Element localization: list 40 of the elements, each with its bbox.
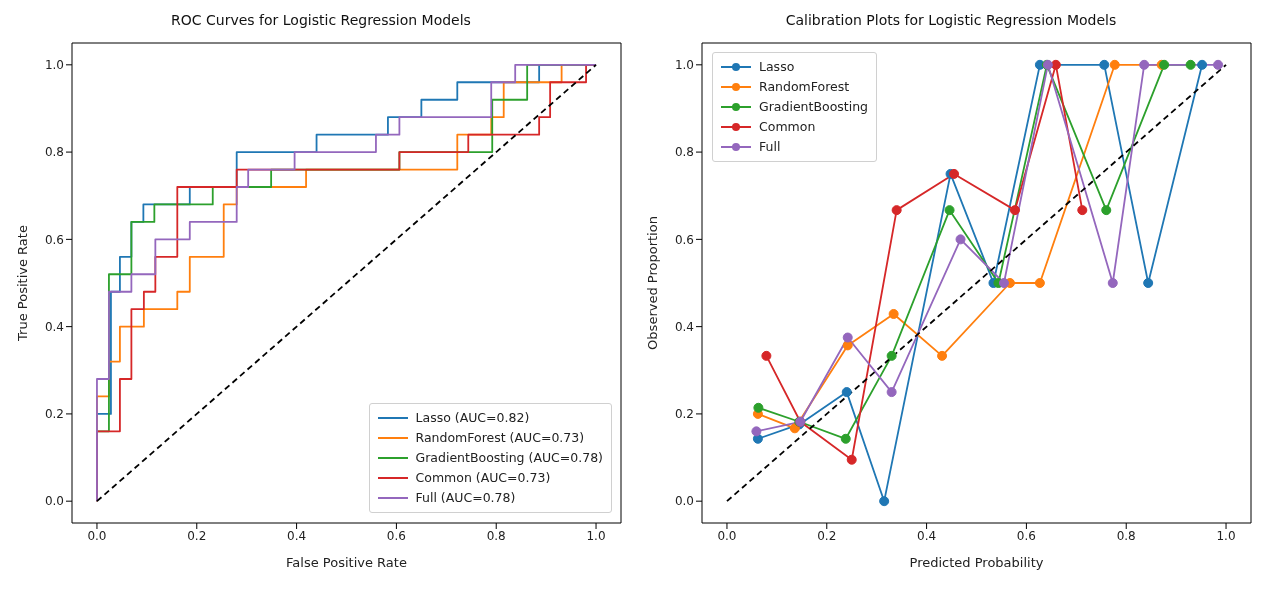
- y-tick-label: 0.8: [44, 145, 64, 160]
- y-tick-label: 0.4: [44, 319, 64, 334]
- x-tick-label: 0.8: [486, 528, 506, 543]
- legend-label: Lasso (AUC=0.82): [415, 409, 530, 427]
- x-tick-label: 0.8: [1116, 528, 1136, 543]
- y-tick-label: 0.6: [674, 232, 694, 247]
- y-tick-label: 0.6: [44, 232, 64, 247]
- legend-label: RandomForest: [759, 78, 850, 96]
- x-tick-label: 0.2: [817, 528, 837, 543]
- y-tick-label: 0.0: [674, 494, 694, 509]
- legend-label: GradientBoosting: [759, 98, 869, 116]
- legend-label: Lasso: [759, 58, 795, 76]
- x-tick-label: 0.6: [386, 528, 406, 543]
- y-tick-label: 1.0: [674, 58, 694, 73]
- chart-title: Calibration Plots for Logistic Regression Models: [784, 11, 1118, 30]
- x-tick-label: 0.0: [87, 528, 107, 543]
- y-axis-title: Observed Proportion: [644, 216, 660, 350]
- x-tick-label: 0.6: [1016, 528, 1036, 543]
- legend-label: Common: [759, 118, 816, 136]
- legend-label: Common (AUC=0.73): [415, 469, 551, 487]
- x-tick-label: 0.0: [717, 528, 737, 543]
- y-tick-label: 0.2: [44, 407, 64, 422]
- y-axis-title: True Positive Rate: [14, 225, 30, 342]
- x-tick-label: 0.2: [187, 528, 207, 543]
- legend-label: GradientBoosting (AUC=0.78): [415, 449, 603, 467]
- y-tick-label: 0.2: [674, 407, 694, 422]
- y-tick-label: 1.0: [44, 58, 64, 73]
- legend-label: Full: [759, 138, 781, 156]
- x-tick-label: 1.0: [1216, 528, 1236, 543]
- x-tick-label: 0.4: [287, 528, 307, 543]
- x-tick-label: 0.4: [917, 528, 937, 543]
- legend-label: Full (AUC=0.78): [415, 489, 516, 507]
- y-tick-label: 0.4: [674, 319, 694, 334]
- y-tick-label: 0.8: [674, 145, 694, 160]
- x-tick-label: 1.0: [586, 528, 606, 543]
- x-axis-title: False Positive Rate: [286, 555, 407, 570]
- chart-title: ROC Curves for Logistic Regression Models: [170, 11, 472, 30]
- x-axis-title: Predicted Probability: [909, 555, 1044, 570]
- y-tick-label: 0.0: [44, 494, 64, 509]
- legend-label: RandomForest (AUC=0.73): [415, 429, 585, 447]
